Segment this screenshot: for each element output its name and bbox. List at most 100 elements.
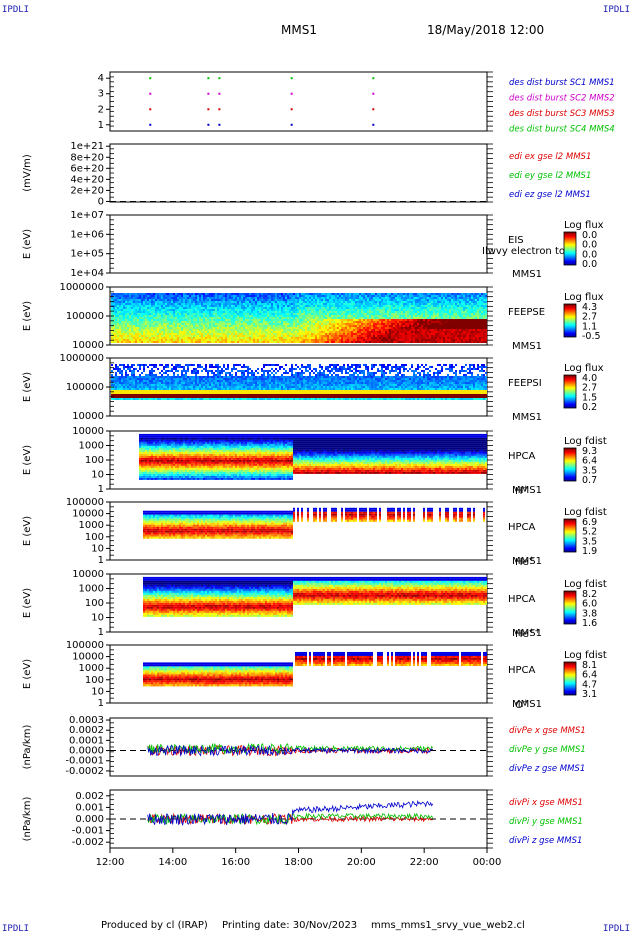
spectrogram-cell <box>375 329 377 331</box>
spectrogram-cell <box>297 299 299 301</box>
spectrogram-cell <box>437 305 439 307</box>
spectrogram-cell <box>205 295 207 297</box>
spectrogram-cell <box>223 317 225 319</box>
spectrogram-cell <box>407 335 409 337</box>
spectrogram-cell <box>141 329 143 331</box>
spectrogram-cell <box>401 295 403 297</box>
spectrogram-cell <box>365 323 367 325</box>
burst-marker <box>290 108 293 111</box>
spectrogram-cell <box>265 315 267 317</box>
burst-marker <box>207 123 210 126</box>
colorbar-tick-label: 1.1 <box>582 321 597 332</box>
spectrogram-cell <box>427 329 429 331</box>
spectrogram-cell <box>133 323 135 325</box>
spectrogram-cell <box>363 311 365 313</box>
spectrogram-cell <box>229 335 231 337</box>
spectrogram-cell <box>153 305 155 307</box>
spectrogram-cell <box>383 303 385 305</box>
spectrogram-cell <box>235 333 237 335</box>
spectrogram-cell <box>257 329 259 331</box>
spectrogram-cell <box>389 337 391 339</box>
spectrogram-cell <box>181 329 183 331</box>
spectrogram-cell <box>419 293 421 295</box>
spectrogram-cell <box>339 333 341 335</box>
spectrogram-cell <box>121 386 123 388</box>
spectrogram-cell <box>481 311 483 313</box>
spectrogram-cell <box>327 325 329 327</box>
spectrogram-cell <box>239 307 241 309</box>
spectrogram-cell <box>243 307 245 309</box>
spectrogram-cell <box>189 317 191 319</box>
spectrogram-cell <box>345 307 347 309</box>
spectrogram-cell <box>473 305 475 307</box>
spectrogram-cell <box>149 329 151 331</box>
spectrogram-cell <box>119 323 121 325</box>
spectrogram-cell <box>413 301 415 303</box>
spectrogram-cell <box>391 305 393 307</box>
spectrogram-cell <box>117 309 119 311</box>
spectrogram-cell <box>437 297 439 299</box>
colorbar-cell <box>564 310 576 311</box>
colorbar-cell <box>564 257 576 258</box>
spectrogram-cell <box>415 315 417 317</box>
spectrogram-cell <box>445 319 447 321</box>
spectrogram-cell <box>203 339 205 341</box>
spectrogram-cell <box>227 299 229 301</box>
spectrogram-cell <box>455 321 457 323</box>
spectrogram-cell <box>291 297 293 299</box>
spectrogram-cell <box>403 323 405 325</box>
spectrogram-cell <box>409 305 411 307</box>
spectrogram-cell <box>443 313 445 315</box>
spectrogram-cell <box>347 329 349 331</box>
spectrogram-cell <box>277 311 279 313</box>
spectrogram-cell <box>113 378 115 380</box>
spectrogram-cell <box>405 335 407 337</box>
y-axis-label: E (eV) <box>22 229 33 259</box>
spectrogram-cell <box>255 311 257 313</box>
spectrogram-cell <box>323 321 325 323</box>
spectrogram-cell <box>269 335 271 337</box>
spectrogram-cell <box>231 299 233 301</box>
spectrogram-cell <box>251 301 253 303</box>
spectrogram-cell <box>481 293 483 295</box>
spectrogram-cell <box>377 295 379 297</box>
spectrogram-cell <box>149 317 151 319</box>
spectrogram-cell <box>427 325 429 327</box>
spectrogram-cell <box>199 295 201 297</box>
spectrogram-cell <box>387 327 389 329</box>
spectrogram-cell <box>333 297 335 299</box>
spectrogram-cell <box>117 305 119 307</box>
spectrogram-cell <box>363 315 365 317</box>
spectrogram-cell <box>361 315 363 317</box>
spectrogram-cell <box>171 323 173 325</box>
spectrogram-cell <box>213 295 215 297</box>
spectrogram-cell <box>379 313 381 315</box>
spectrogram-cell <box>227 331 229 333</box>
spectrogram-cell <box>219 295 221 297</box>
spectrogram-cell <box>481 315 483 317</box>
spectrogram-cell <box>389 339 391 341</box>
spectrogram-cell <box>295 309 297 311</box>
spectrogram-cell <box>441 313 443 315</box>
spectrogram-cell <box>277 333 279 335</box>
spectrogram-cell <box>471 331 473 333</box>
spectrogram-cell <box>285 337 287 339</box>
spectrogram-cell <box>261 331 263 333</box>
spectrogram-cell <box>111 297 113 299</box>
colorbar-cell <box>564 238 576 239</box>
spectrogram-cell <box>297 331 299 333</box>
spectrogram-cell <box>321 295 323 297</box>
spectrogram-cell <box>479 299 481 301</box>
spectrogram-cell <box>397 321 399 323</box>
spectrogram-cell <box>225 295 227 297</box>
spectrogram-cell <box>151 319 153 321</box>
colorbar-cell <box>564 305 576 306</box>
spectrogram-cell <box>411 315 413 317</box>
spectrogram-cell <box>177 319 179 321</box>
colorbar-cell <box>564 308 576 309</box>
spectrogram-cell <box>485 325 487 327</box>
spectrogram-cell <box>409 303 411 305</box>
spectrogram-cell <box>467 331 469 333</box>
spectrogram-cell <box>393 307 395 309</box>
spectrogram-cell <box>435 319 437 321</box>
